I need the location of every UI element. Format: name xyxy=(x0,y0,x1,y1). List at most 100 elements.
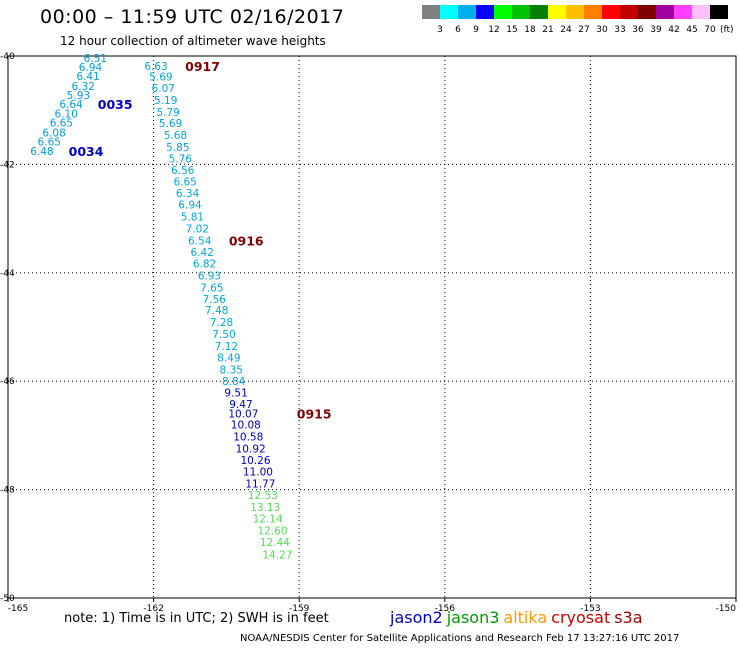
colorbar-swatch xyxy=(548,5,566,19)
footnote: note: 1) Time is in UTC; 2) SWH is in fe… xyxy=(64,611,329,626)
wave-height-value: 5.69 xyxy=(159,118,182,130)
wave-height-value: 5.69 xyxy=(149,72,172,84)
credit-line: NOAA/NESDIS Center for Satellite Applica… xyxy=(240,633,680,644)
wave-height-value: 12.14 xyxy=(253,513,283,525)
wave-height-value: 7.50 xyxy=(212,329,235,341)
wave-height-value: 6.65 xyxy=(38,137,61,149)
wave-height-value: 6.94 xyxy=(178,200,202,212)
x-tick-label: -159 xyxy=(289,604,310,614)
wave-height-value: 6.65 xyxy=(50,118,73,130)
legend-item-s3a: s3a xyxy=(614,608,643,627)
wave-height-value: 12.60 xyxy=(257,525,287,537)
colorbar-tick-label: 36 xyxy=(632,25,644,35)
wave-height-value: 6.94 xyxy=(79,62,103,74)
wave-height-value: 6.63 xyxy=(144,61,167,73)
x-axis-ticks: -165 -162 -159 -156 -153 -150 xyxy=(7,598,737,614)
wave-height-value: 6.51 xyxy=(84,53,107,65)
colorbar-swatch xyxy=(512,5,530,19)
wave-height-value: 5.85 xyxy=(166,142,189,154)
color-scale-bar: 3 6 9 12 15 18 21 24 27 30 33 36 39 42 45 70 (ft) xyxy=(422,5,734,35)
x-tick-label: -156 xyxy=(435,604,456,614)
y-tick-label: -40 xyxy=(0,52,15,62)
time-label: 0035 xyxy=(98,97,133,112)
wave-height-value: 6.34 xyxy=(176,188,200,200)
wave-height-value: 10.92 xyxy=(236,443,266,455)
wave-height-value: 14.27 xyxy=(262,550,292,562)
colorbar-tick-label: 18 xyxy=(524,25,536,35)
colorbar-swatch xyxy=(584,5,602,19)
x-tick-label: -150 xyxy=(716,604,737,614)
colorbar-swatch xyxy=(638,5,656,19)
wave-height-value: 5.93 xyxy=(67,90,90,102)
wave-height-value: 10.26 xyxy=(240,455,270,467)
wave-height-value: 6.56 xyxy=(171,165,195,177)
y-tick-label: -50 xyxy=(0,594,15,604)
colorbar-swatch xyxy=(494,5,512,19)
wave-height-value: 9.51 xyxy=(224,388,247,400)
y-axis-ticks: -40 -42 -44 -46 -48 -50 xyxy=(0,52,15,604)
wave-height-value: 9.47 xyxy=(229,399,252,411)
wave-height-value: 12.44 xyxy=(260,537,290,549)
y-tick-label: -46 xyxy=(0,377,15,387)
colorbar-swatch xyxy=(530,5,548,19)
data-labels: 6.516.946.416.325.936.646.106.656.086.65… xyxy=(30,53,292,561)
colorbar-tick-label: 15 xyxy=(506,25,517,35)
colorbar-tick-label: 27 xyxy=(578,25,589,35)
wave-height-value: 8.35 xyxy=(220,364,243,376)
colorbar-tick-label: 9 xyxy=(473,25,479,35)
y-tick-label: -42 xyxy=(0,160,15,170)
time-label: 0917 xyxy=(185,59,220,74)
wave-height-value: 5.68 xyxy=(164,130,187,142)
legend-item-jason3: jason3 xyxy=(446,608,500,627)
colorbar-swatch xyxy=(710,5,728,19)
y-tick-label: -44 xyxy=(0,269,15,279)
wave-height-value: 10.58 xyxy=(233,431,263,443)
wave-height-value: 6.10 xyxy=(55,108,78,120)
legend-item-cryosat: cryosat xyxy=(551,608,611,627)
colorbar-tick-label: 30 xyxy=(596,25,608,35)
colorbar-tick-label: 39 xyxy=(650,25,662,35)
wave-height-value: 11.00 xyxy=(243,467,273,479)
wave-height-value: 10.08 xyxy=(231,420,261,432)
plot-border xyxy=(7,55,737,599)
wave-height-value: 6.82 xyxy=(193,259,216,271)
wave-height-value: 6.07 xyxy=(152,83,175,95)
page-title: 00:00 – 11:59 UTC 02/16/2017 xyxy=(40,6,345,28)
colorbar-tick-label: 70 xyxy=(704,25,716,35)
wave-height-value: 7.48 xyxy=(205,305,228,317)
wave-height-value: 6.64 xyxy=(59,99,83,111)
legend-item-altika: altika xyxy=(503,608,548,627)
x-tick-label: -165 xyxy=(8,604,28,614)
wave-height-value: 6.08 xyxy=(42,127,65,139)
colorbar-tick-label: 3 xyxy=(437,25,443,35)
colorbar-tick-label: 45 xyxy=(686,25,697,35)
x-tick-label: -162 xyxy=(143,604,163,614)
wave-height-value: 5.79 xyxy=(156,107,179,119)
page-subtitle: 12 hour collection of altimeter wave hei… xyxy=(60,34,326,48)
wave-height-value: 5.19 xyxy=(154,95,177,107)
colorbar-tick-label: 12 xyxy=(488,25,499,35)
wave-height-value: 7.56 xyxy=(203,294,227,306)
wave-height-value: 7.28 xyxy=(210,317,233,329)
x-tick-label: -153 xyxy=(580,604,600,614)
wave-height-value: 6.93 xyxy=(198,271,221,283)
wave-height-value: 7.12 xyxy=(215,341,238,353)
wave-height-value: 5.81 xyxy=(181,211,204,223)
wave-height-value: 13.13 xyxy=(250,502,280,514)
colorbar-swatch xyxy=(566,5,584,19)
wave-height-value: 6.32 xyxy=(72,81,95,93)
y-tick-label: -48 xyxy=(0,486,15,496)
chart-frame xyxy=(7,55,737,599)
wave-height-value: 6.42 xyxy=(190,247,213,259)
wave-height-value: 12.53 xyxy=(248,490,278,502)
colorbar-swatch xyxy=(602,5,620,19)
wave-height-value: 6.41 xyxy=(76,71,99,83)
wave-height-value: 8.84 xyxy=(222,376,246,388)
colorbar-swatch xyxy=(620,5,638,19)
time-label: 0034 xyxy=(69,144,104,159)
colorbar-tick-label: 42 xyxy=(668,25,679,35)
chart-grid xyxy=(8,56,736,598)
time-label: 0916 xyxy=(229,233,264,248)
colorbar-tick-label: 24 xyxy=(560,25,572,35)
